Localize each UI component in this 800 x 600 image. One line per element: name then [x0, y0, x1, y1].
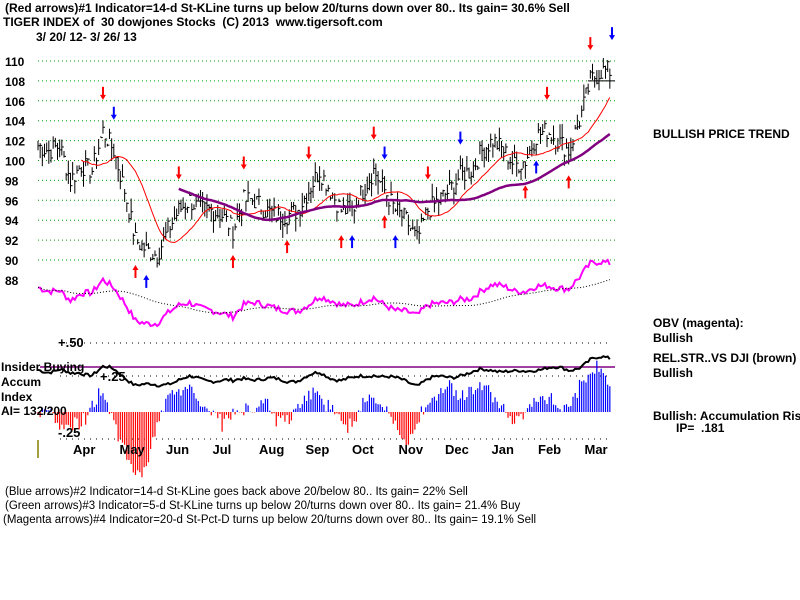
arrow-down-icon	[424, 166, 431, 180]
arrow-head	[110, 114, 117, 120]
arrow-down-icon	[110, 106, 117, 120]
arrow-head	[132, 264, 139, 270]
ip-value: IP= .181	[676, 421, 725, 435]
y-tick-label: 100	[5, 155, 25, 169]
arrow-down-icon	[587, 37, 594, 51]
footer-green-arrows: (Green arrows)#3 Indicator=5-d St-KLine …	[5, 500, 521, 512]
y-tick-label: 90	[5, 254, 19, 268]
arrow-head	[143, 274, 150, 280]
arrow-down-icon	[381, 146, 388, 160]
x-tick-label: May	[120, 442, 146, 457]
arrow-head	[370, 134, 377, 140]
arrow-head	[175, 174, 182, 180]
arrow-head	[565, 175, 572, 181]
y-tick-label: 88	[5, 274, 19, 288]
obv-line	[37, 258, 611, 328]
ma-short-line	[81, 97, 611, 244]
arrow-head	[424, 174, 431, 180]
arrow-down-icon	[609, 27, 615, 41]
arrow-down-icon	[175, 166, 182, 180]
arrow-head	[381, 215, 388, 221]
trend-label: BULLISH PRICE TREND	[653, 127, 790, 141]
arrow-head	[609, 35, 615, 41]
arrow-up-icon	[229, 254, 236, 268]
y-tick-label: 110	[5, 55, 25, 69]
relstr-label: REL.STR..VS DJI (brown)	[653, 351, 797, 365]
arrow-down-icon	[240, 156, 247, 170]
obv-status: Bullish	[653, 331, 694, 345]
y-tick-label: 108	[5, 75, 25, 89]
obv-label: OBV (magenta):	[653, 316, 744, 330]
arrow-up-icon	[284, 240, 291, 254]
arrow-head	[381, 154, 388, 160]
arrow-down-icon	[544, 86, 551, 100]
arrow-up-icon	[349, 235, 356, 249]
x-tick-label: Apr	[73, 442, 95, 457]
y-tick-label: 92	[5, 234, 19, 248]
x-tick-label: Dec	[445, 442, 469, 457]
y-tick-label: 104	[5, 115, 25, 129]
arrow-head	[240, 164, 247, 170]
y-tick-label: 98	[5, 174, 19, 188]
arrow-head	[457, 139, 464, 145]
x-tick-label: Feb	[538, 442, 561, 457]
arrow-head	[392, 235, 399, 241]
arrow-up-icon	[522, 185, 529, 199]
ma-long-line	[178, 133, 611, 222]
accum-tick-label: +.50	[58, 335, 84, 350]
arrow-head	[533, 160, 540, 166]
x-tick-label: Jul	[213, 442, 232, 457]
x-tick-label: Sep	[306, 442, 330, 457]
accum-status: Bullish: Accumulation Risi	[653, 409, 800, 423]
ai-label: AI= 132/200	[1, 404, 67, 418]
accum-tick-label: -.25	[58, 425, 80, 440]
x-tick-label: Nov	[399, 442, 424, 457]
arrow-down-icon	[305, 146, 312, 160]
chart-title: TIGER INDEX of 30 dowjones Stocks (C) 20…	[3, 15, 383, 29]
arrow-head	[522, 185, 529, 191]
arrow-down-icon	[370, 126, 377, 140]
arrow-up-icon	[533, 160, 540, 174]
x-tick-label: Aug	[259, 442, 284, 457]
insider-label: Insider Buying	[1, 360, 85, 374]
arrow-down-icon	[99, 86, 106, 100]
accum-label: Accum	[1, 375, 42, 389]
y-tick-label: 106	[5, 95, 25, 109]
index-label: Index	[1, 390, 33, 404]
date-range: 3/ 20/ 12- 3/ 26/ 13	[36, 30, 137, 44]
accum-tick-label: +.25	[100, 369, 126, 384]
y-tick-label: 102	[5, 135, 25, 149]
arrow-head	[229, 254, 236, 260]
arrow-down-icon	[457, 131, 464, 145]
arrow-head	[349, 235, 356, 241]
y-tick-label: 96	[5, 194, 19, 208]
x-tick-label: Mar	[585, 442, 608, 457]
x-tick-label: Oct	[352, 442, 374, 457]
footer-magenta-arrows: (Magenta arrows)#4 Indicator=20-d St-Pct…	[3, 514, 537, 526]
arrow-head	[305, 154, 312, 160]
arrow-up-icon	[338, 235, 345, 249]
arrow-head	[338, 235, 345, 241]
arrow-up-icon	[143, 274, 150, 288]
arrow-head	[544, 94, 551, 100]
x-tick-label: Jan	[492, 442, 514, 457]
y-tick-label: 94	[5, 214, 19, 228]
arrow-up-icon	[381, 215, 388, 229]
arrow-up-icon	[392, 235, 399, 249]
x-tick-label: Jun	[166, 442, 189, 457]
header-red-arrows: (Red arrows)#1 Indicator=14-d St-KLine t…	[5, 1, 570, 15]
relstr-status: Bullish	[653, 366, 694, 380]
arrow-up-icon	[565, 175, 572, 189]
footer-blue-arrows: (Blue arrows)#2 Indicator=14-d St-KLine …	[5, 486, 468, 498]
arrow-head	[587, 45, 594, 51]
arrow-head	[99, 94, 106, 100]
relstr-line	[37, 355, 611, 388]
arrow-up-icon	[132, 264, 139, 278]
obv-ma-line	[37, 279, 610, 314]
arrow-head	[284, 240, 291, 246]
